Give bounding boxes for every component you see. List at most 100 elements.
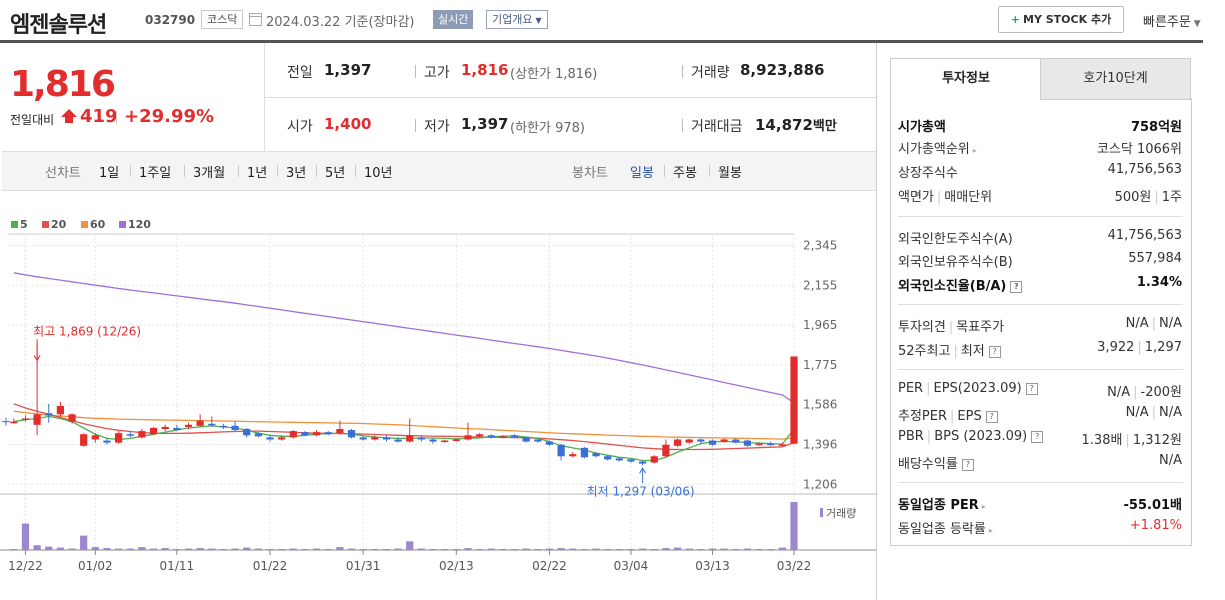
up-arrow-icon [61,109,77,117]
volume-bar [149,548,158,550]
volume-bar [510,549,519,550]
pbr-value: 1.38배 [1081,433,1123,448]
market-cap-value: 758억원 [1130,120,1182,135]
volume-bar [254,548,262,550]
volume-bar [312,548,321,550]
inline-separator: | [948,320,954,335]
y-tick-label: 1,586 [803,398,837,412]
candle-body [417,437,425,440]
help-icon[interactable]: ? [988,346,1001,358]
chevron-down-icon: ▼ [1190,19,1201,29]
volume-label: 거래량 [826,507,856,520]
period-separator [277,165,278,177]
candle-body [301,432,309,436]
bps-text: BPS (2023.09) [934,429,1028,444]
candle-body [347,430,356,438]
dividend-text: 배당수익률 [898,457,958,472]
stock-chart[interactable]: 2,345 2,155 1,965 1,775 1,586 1,396 1,206 12/22… [0,212,876,600]
amount-value: 14,872백만 [755,115,837,134]
target-price-text: 목표주가 [956,320,1005,335]
eps-text: EPS(2023.09) [933,381,1022,396]
high-arrow-head [33,355,41,362]
add-my-stock-button[interactable]: + MY STOCK 추가 [998,6,1124,33]
period-weekly[interactable]: 주봉 [673,166,697,181]
candle-body [80,434,88,446]
period-1y[interactable]: 1년 [247,166,268,181]
header-divider [0,40,1203,43]
period-monthly[interactable]: 월봉 [718,166,742,181]
legend-swatch [119,221,126,228]
help-icon[interactable]: ? [985,411,998,423]
period-5y[interactable]: 5년 [325,166,346,181]
est-eps-text: EPS [957,409,982,424]
period-1d[interactable]: 1일 [99,166,120,181]
period-separator [316,165,317,177]
volume-bar [767,549,775,550]
candle-body [21,418,30,421]
period-10y[interactable]: 10년 [364,166,393,181]
sector-rate-value: +1.81% [1129,518,1182,533]
candle-body [464,435,472,440]
amount-unit: 백만 [812,119,837,134]
prev-close-value: 1,397 [324,61,372,79]
x-tick-label: 01/02 [78,559,113,573]
inline-separator: | [953,344,958,359]
candle-body [755,443,763,446]
candle-body [441,440,449,443]
ma120-line [13,272,795,404]
volume-bar [56,547,65,550]
y-tick-label: 1,965 [803,318,837,332]
pbr-bps-label: PBR | BPS (2023.09)? [898,429,1044,444]
volume-bar [708,548,717,550]
help-icon[interactable]: ? [1031,431,1044,443]
period-3y[interactable]: 3년 [286,166,307,181]
candle-body [371,437,379,440]
legend-swatch [11,221,18,228]
est-per-eps-values: N/A | N/A [1060,405,1182,420]
candle-body [219,425,228,428]
est-eps-value: N/A [1159,405,1182,420]
x-tick-label: 01/31 [346,559,381,573]
ma5-line [13,415,795,462]
quick-order-button[interactable]: 빠른주문 ▼ [1143,11,1201,30]
volume-bar [394,548,402,550]
volume-bar [278,549,286,550]
opinion-text: 투자의견 [898,320,946,335]
period-daily[interactable]: 일봉 [630,166,654,181]
company-overview-dropdown[interactable]: 기업개요 ▼ [486,10,548,29]
volume-bar [790,502,798,550]
candle-body [580,447,589,458]
tab-order-book[interactable]: 호가10단계 [1040,58,1191,100]
section-divider [898,482,1183,483]
candle-body [45,413,53,416]
sector-rate-label[interactable]: 동일업종 등락률 ▸ [898,518,993,537]
pbr-text: PBR [898,429,924,444]
eps-value: -200원 [1140,385,1182,400]
candle-body [592,453,600,457]
quote-separator [682,65,683,78]
high-label: 고가 [424,65,450,81]
realtime-button[interactable]: 실시간 [433,10,474,29]
candle-body [557,444,565,457]
candle-body [33,414,41,425]
candle-body [184,424,193,427]
help-icon[interactable]: ? [1010,281,1023,293]
volume-bar [91,547,99,550]
low-annotation: 최저 1,297 (03/06) [587,484,695,498]
volume-bar [452,549,460,550]
quick-order-label: 빠른주문 [1143,15,1191,30]
period-1w[interactable]: 1주일 [139,166,172,181]
help-icon[interactable]: ? [1025,383,1038,395]
period-3m[interactable]: 3개월 [193,166,226,181]
volume-bar [673,547,682,550]
volume-bar [487,548,495,550]
sector-per-label[interactable]: 동일업종 PER ▸ [898,494,986,513]
trade-unit-value: 1주 [1161,190,1182,205]
dividend-value: N/A [1159,453,1182,468]
volume-bar [580,549,589,550]
help-icon[interactable]: ? [961,459,974,471]
sector-per-text: 동일업종 PER [898,498,979,513]
market-cap-rank-label[interactable]: 시가총액순위 ▸ [898,138,977,157]
volume-bar [697,549,705,550]
tab-invest-info[interactable]: 투자정보 [890,58,1042,99]
